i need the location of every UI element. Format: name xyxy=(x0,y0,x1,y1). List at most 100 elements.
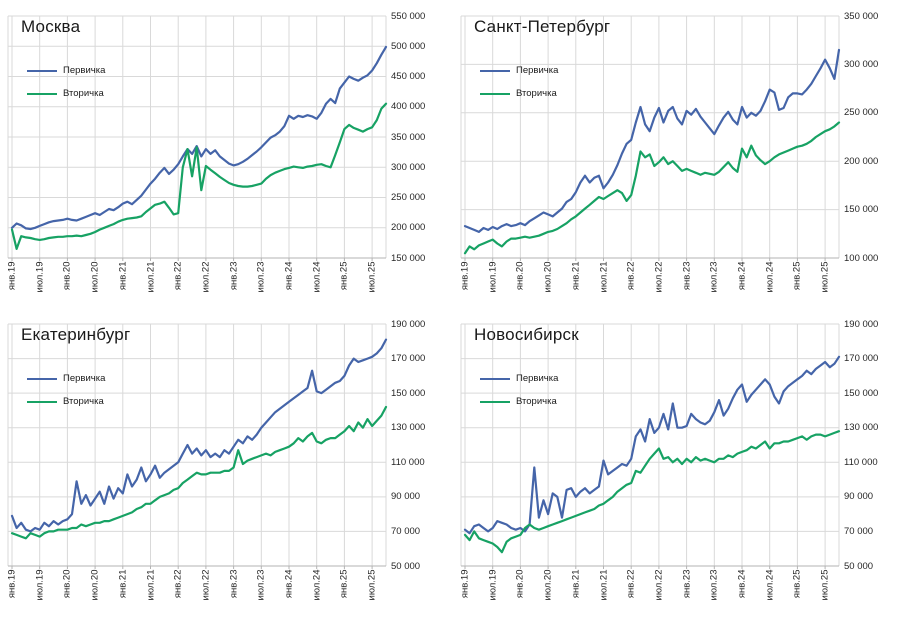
x-tick-label: июл.20 xyxy=(89,569,101,601)
x-tick-label: янв.20 xyxy=(514,569,526,599)
x-tick-label: июл.24 xyxy=(764,569,776,601)
primary-series-swatch xyxy=(27,69,57,72)
x-tick-label: янв.19 xyxy=(6,569,18,599)
legend-label-primary: Первичка xyxy=(63,65,106,76)
x-tick-label: июл.24 xyxy=(311,569,323,601)
x-tick-label: июл.22 xyxy=(200,569,212,601)
y-tick-label: 150 000 xyxy=(391,387,426,399)
y-tick-label: 70 000 xyxy=(391,525,421,537)
y-tick-label: 200 000 xyxy=(844,155,879,167)
x-tick-label: янв.19 xyxy=(6,261,18,291)
x-tick-label: июл.21 xyxy=(145,569,157,601)
secondary-series-swatch xyxy=(480,92,510,95)
plot-area xyxy=(7,323,388,569)
legend: Первичка Вторичка xyxy=(27,59,105,105)
y-tick-label: 150 000 xyxy=(844,387,879,399)
plot-area xyxy=(7,15,388,261)
y-tick-label: 130 000 xyxy=(391,422,426,434)
legend-label-secondary: Вторичка xyxy=(516,396,557,407)
y-tick-label: 50 000 xyxy=(844,560,874,572)
x-tick-label: июл.23 xyxy=(255,261,267,293)
legend-label-primary: Первичка xyxy=(63,373,106,384)
legend-label-primary: Первичка xyxy=(516,65,559,76)
secondary-series-line xyxy=(10,405,388,540)
x-tick-label: янв.25 xyxy=(791,569,803,599)
x-tick-label: янв.19 xyxy=(459,569,471,599)
x-tick-label: янв.21 xyxy=(117,261,129,291)
x-tick-label: июл.24 xyxy=(764,261,776,293)
y-tick-label: 250 000 xyxy=(844,107,879,119)
x-tick-label: янв.23 xyxy=(228,569,240,599)
legend-item-primary: Первичка xyxy=(480,59,558,82)
x-tick-label: янв.21 xyxy=(570,261,582,291)
primary-series-line xyxy=(10,45,388,231)
chart-moscow: Москва Первичка Вторичка 550 000 500 000 4… xyxy=(0,0,453,308)
chart-title: Москва xyxy=(21,17,81,36)
y-tick-label: 500 000 xyxy=(391,40,426,52)
legend: Первичка Вторичка xyxy=(480,367,558,413)
y-tick-label: 130 000 xyxy=(844,422,879,434)
x-tick-label: янв.24 xyxy=(283,261,295,291)
x-tick-label: янв.24 xyxy=(283,569,295,599)
x-tick-label: янв.20 xyxy=(514,261,526,291)
secondary-series-swatch xyxy=(27,400,57,403)
y-tick-label: 90 000 xyxy=(391,491,421,503)
x-tick-label: июл.20 xyxy=(542,569,554,601)
x-tick-label: июл.20 xyxy=(542,261,554,293)
legend-item-secondary: Вторичка xyxy=(480,390,558,413)
x-tick-label: июл.21 xyxy=(598,569,610,601)
chart-yekaterinburg: Екатеринбург Первичка Вторичка 190 000 17… xyxy=(0,308,453,616)
secondary-series-line xyxy=(463,121,841,255)
x-tick-label: янв.21 xyxy=(570,569,582,599)
legend-item-secondary: Вторичка xyxy=(27,82,105,105)
x-tick-label: июл.21 xyxy=(598,261,610,293)
x-tick-label: янв.24 xyxy=(736,261,748,291)
x-tick-label: янв.24 xyxy=(736,569,748,599)
chart-title: Екатеринбург xyxy=(21,325,131,344)
x-tick-label: янв.20 xyxy=(61,569,73,599)
x-tick-label: июл.22 xyxy=(653,261,665,293)
legend-item-primary: Первичка xyxy=(27,59,105,82)
x-tick-label: янв.21 xyxy=(117,569,129,599)
y-tick-label: 190 000 xyxy=(391,318,426,330)
x-tick-label: июл.25 xyxy=(366,261,378,293)
legend-item-secondary: Вторичка xyxy=(27,390,105,413)
primary-series-line xyxy=(463,355,841,535)
x-tick-label: июл.24 xyxy=(311,261,323,293)
y-tick-label: 550 000 xyxy=(391,10,426,22)
legend-item-primary: Первичка xyxy=(480,367,558,390)
legend-label-primary: Первичка xyxy=(516,373,559,384)
x-tick-label: июл.23 xyxy=(708,569,720,601)
y-tick-label: 350 000 xyxy=(391,131,426,143)
primary-series-line xyxy=(10,338,388,533)
x-tick-label: янв.19 xyxy=(459,261,471,291)
x-tick-label: янв.23 xyxy=(681,261,693,291)
primary-series-line xyxy=(463,48,841,233)
legend: Первичка Вторичка xyxy=(27,367,105,413)
legend-label-secondary: Вторичка xyxy=(516,88,557,99)
x-tick-label: янв.23 xyxy=(228,261,240,291)
x-tick-label: янв.22 xyxy=(172,261,184,291)
x-tick-label: янв.25 xyxy=(338,569,350,599)
plot-area xyxy=(460,323,841,569)
y-tick-label: 170 000 xyxy=(844,353,879,365)
x-tick-label: июл.25 xyxy=(819,569,831,601)
y-tick-label: 110 000 xyxy=(844,456,878,468)
chart-title: Новосибирск xyxy=(474,325,579,344)
x-tick-label: июл.23 xyxy=(255,569,267,601)
legend-label-secondary: Вторичка xyxy=(63,396,104,407)
legend-label-secondary: Вторичка xyxy=(63,88,104,99)
x-tick-label: янв.23 xyxy=(681,569,693,599)
y-tick-label: 110 000 xyxy=(391,456,425,468)
x-tick-label: июл.22 xyxy=(653,569,665,601)
y-tick-label: 350 000 xyxy=(844,10,879,22)
x-tick-label: июл.22 xyxy=(200,261,212,293)
primary-series-swatch xyxy=(27,377,57,380)
x-tick-label: июл.25 xyxy=(366,569,378,601)
y-tick-label: 190 000 xyxy=(844,318,879,330)
x-tick-label: июл.25 xyxy=(819,261,831,293)
x-tick-label: июл.23 xyxy=(708,261,720,293)
y-tick-label: 200 000 xyxy=(391,222,426,234)
legend: Первичка Вторичка xyxy=(480,59,558,105)
